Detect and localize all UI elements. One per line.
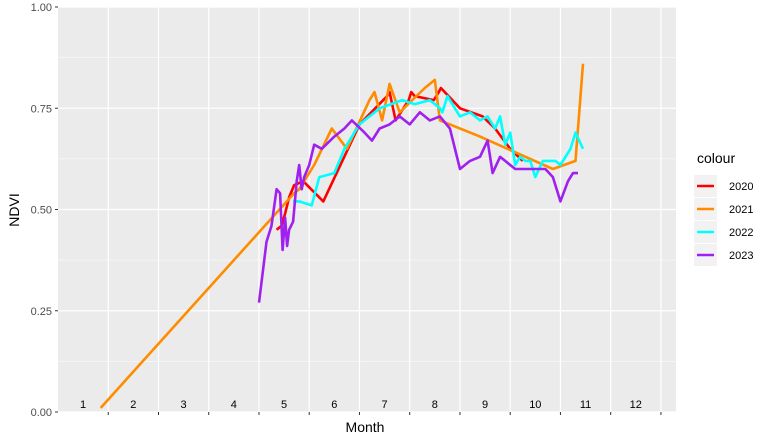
month-labels: 1 2 3 4 5 6 7 8 9 10 11 12: [80, 399, 642, 411]
series-line-2023: [257, 111, 578, 303]
month-label: 12: [630, 399, 642, 411]
legend-label-2022: 2022: [729, 227, 753, 239]
legend-label-2023: 2023: [729, 250, 753, 262]
month-label: 5: [281, 399, 287, 411]
y-tick-label: 0.25: [31, 306, 52, 318]
legend-label-2020: 2020: [729, 181, 753, 193]
legend: colour 2020 2021 2022 2023: [694, 150, 753, 266]
series-lines: [99, 63, 585, 409]
series-line-2021: [99, 63, 585, 409]
legend-label-2021: 2021: [729, 204, 753, 216]
y-tick-label: 0.50: [31, 205, 52, 217]
month-label: 4: [231, 399, 237, 411]
series-line-2022: [293, 94, 585, 207]
y-tick-label: 0.75: [31, 103, 52, 115]
month-label: 2: [130, 399, 136, 411]
month-label: 7: [382, 399, 388, 411]
x-axis-title: Month: [346, 419, 385, 435]
y-axis-title: NDVI: [6, 193, 22, 226]
month-label: 11: [580, 399, 591, 411]
month-label: 8: [432, 399, 438, 411]
y-axis: 0.00 0.25 0.50 0.75 1.00: [31, 2, 58, 419]
legend-title: colour: [697, 150, 735, 166]
month-label: 1: [80, 399, 86, 411]
x-axis: [107, 412, 662, 415]
minor-gridlines: [58, 57, 676, 362]
month-label: 10: [529, 399, 541, 411]
month-label: 6: [331, 399, 337, 411]
month-label: 3: [181, 399, 187, 411]
month-label: 9: [482, 399, 488, 411]
y-tick-label: 1.00: [31, 2, 52, 14]
y-tick-label: 0.00: [31, 407, 52, 419]
